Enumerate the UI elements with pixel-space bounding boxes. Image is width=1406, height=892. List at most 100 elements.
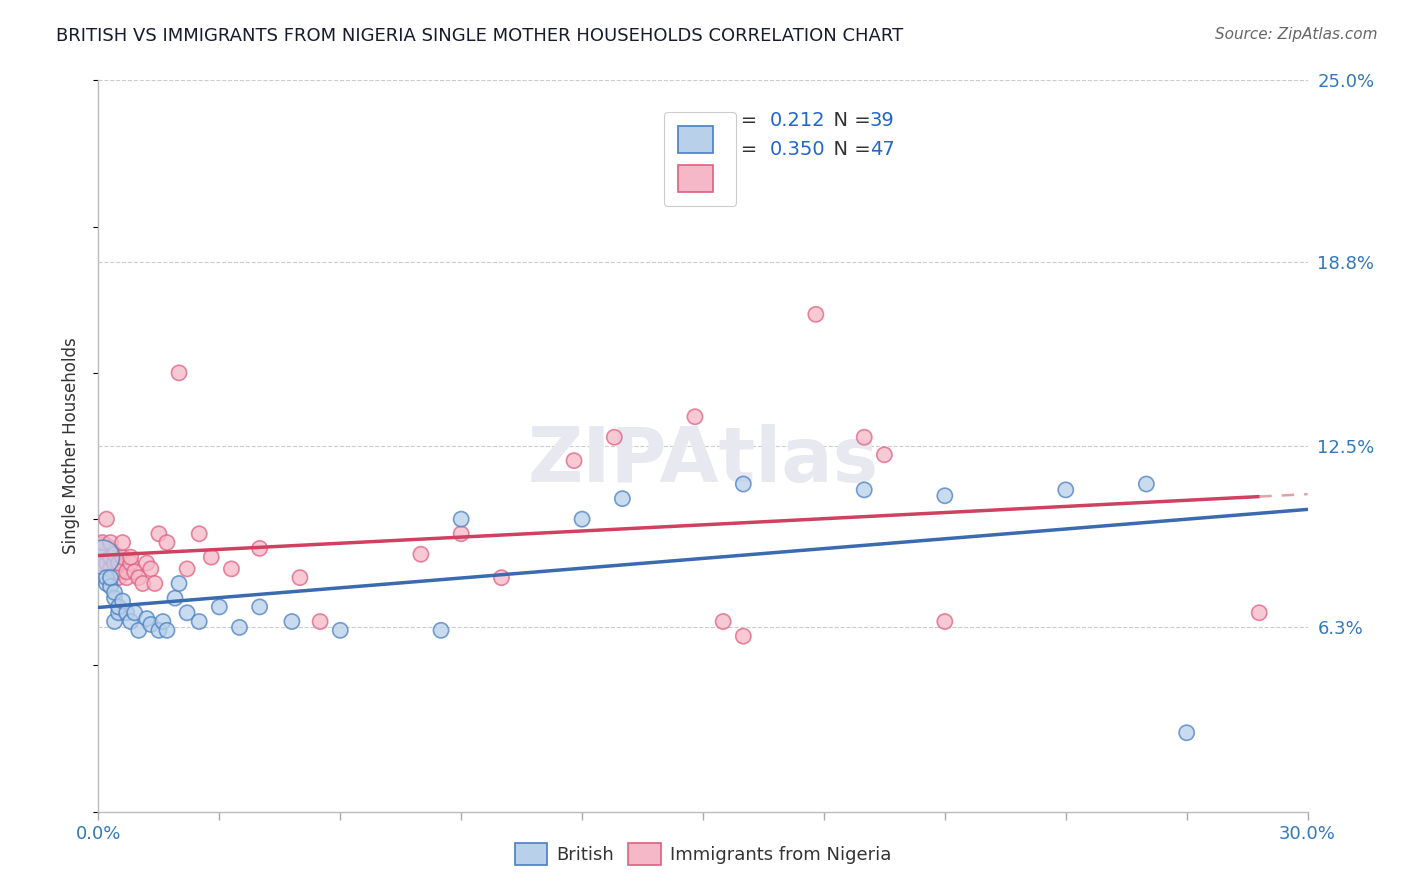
- Point: [135, 612, 157, 626]
- Point: [450, 512, 472, 526]
- Point: [91, 535, 114, 549]
- Point: [228, 620, 250, 634]
- Point: [804, 307, 827, 321]
- Point: [100, 550, 122, 565]
- Point: [107, 571, 129, 585]
- Point: [450, 526, 472, 541]
- Point: [107, 556, 129, 570]
- Text: R =: R =: [721, 111, 763, 130]
- Text: 0.212: 0.212: [769, 111, 825, 130]
- Point: [91, 547, 114, 561]
- Point: [128, 624, 150, 638]
- Legend: , : ,: [665, 112, 737, 206]
- Point: [107, 565, 129, 579]
- Point: [111, 535, 134, 549]
- Point: [188, 526, 211, 541]
- Point: [91, 550, 114, 565]
- Point: [111, 594, 134, 608]
- Point: [934, 489, 956, 503]
- Point: [163, 591, 186, 606]
- Point: [683, 409, 706, 424]
- Point: [100, 571, 122, 585]
- Point: [309, 615, 332, 629]
- Point: [430, 624, 453, 638]
- Point: [176, 606, 198, 620]
- Point: [853, 430, 876, 444]
- Point: [733, 477, 755, 491]
- Point: [156, 535, 179, 549]
- Point: [135, 556, 157, 570]
- Text: N =: N =: [821, 111, 877, 130]
- Point: [115, 606, 138, 620]
- Point: [281, 615, 304, 629]
- Point: [100, 535, 122, 549]
- Text: Source: ZipAtlas.com: Source: ZipAtlas.com: [1215, 27, 1378, 42]
- Point: [176, 562, 198, 576]
- Point: [128, 571, 150, 585]
- Text: BRITISH VS IMMIGRANTS FROM NIGERIA SINGLE MOTHER HOUSEHOLDS CORRELATION CHART: BRITISH VS IMMIGRANTS FROM NIGERIA SINGL…: [56, 27, 904, 45]
- Point: [221, 562, 243, 576]
- Point: [1175, 725, 1198, 739]
- Point: [491, 571, 513, 585]
- Text: 47: 47: [870, 140, 894, 160]
- Point: [167, 366, 190, 380]
- Point: [1054, 483, 1077, 497]
- Point: [103, 556, 125, 570]
- Point: [148, 624, 170, 638]
- Text: N =: N =: [821, 140, 877, 160]
- Point: [873, 448, 896, 462]
- Point: [329, 624, 352, 638]
- Y-axis label: Single Mother Households: Single Mother Households: [62, 338, 80, 554]
- Text: 39: 39: [870, 111, 894, 130]
- Point: [139, 617, 162, 632]
- Point: [103, 615, 125, 629]
- Point: [100, 579, 122, 593]
- Point: [96, 556, 118, 570]
- Point: [103, 585, 125, 599]
- Point: [103, 591, 125, 606]
- Point: [208, 599, 231, 614]
- Point: [1249, 606, 1271, 620]
- Point: [1135, 477, 1157, 491]
- Point: [120, 550, 142, 565]
- Point: [100, 562, 122, 576]
- Point: [612, 491, 634, 506]
- Point: [124, 565, 146, 579]
- Text: 0.350: 0.350: [769, 140, 825, 160]
- Point: [711, 615, 734, 629]
- Point: [115, 565, 138, 579]
- Point: [733, 629, 755, 643]
- Point: [152, 615, 174, 629]
- Point: [107, 599, 129, 614]
- Point: [603, 430, 626, 444]
- Point: [103, 547, 125, 561]
- Text: R =: R =: [721, 140, 763, 160]
- Point: [934, 615, 956, 629]
- Point: [853, 483, 876, 497]
- Point: [571, 512, 593, 526]
- Point: [120, 615, 142, 629]
- Point: [148, 526, 170, 541]
- Point: [120, 556, 142, 570]
- Point: [96, 576, 118, 591]
- Point: [188, 615, 211, 629]
- Point: [156, 624, 179, 638]
- Text: ZIPAtlas: ZIPAtlas: [527, 424, 879, 498]
- Point: [249, 599, 271, 614]
- Point: [132, 576, 155, 591]
- Point: [409, 547, 432, 561]
- Point: [143, 576, 166, 591]
- Point: [107, 606, 129, 620]
- Point: [167, 576, 190, 591]
- Point: [139, 562, 162, 576]
- Legend: British, Immigrants from Nigeria: British, Immigrants from Nigeria: [506, 834, 900, 874]
- Point: [124, 606, 146, 620]
- Point: [115, 571, 138, 585]
- Point: [96, 571, 118, 585]
- Point: [562, 453, 585, 467]
- Point: [111, 550, 134, 565]
- Point: [96, 512, 118, 526]
- Point: [249, 541, 271, 556]
- Point: [288, 571, 311, 585]
- Point: [200, 550, 222, 565]
